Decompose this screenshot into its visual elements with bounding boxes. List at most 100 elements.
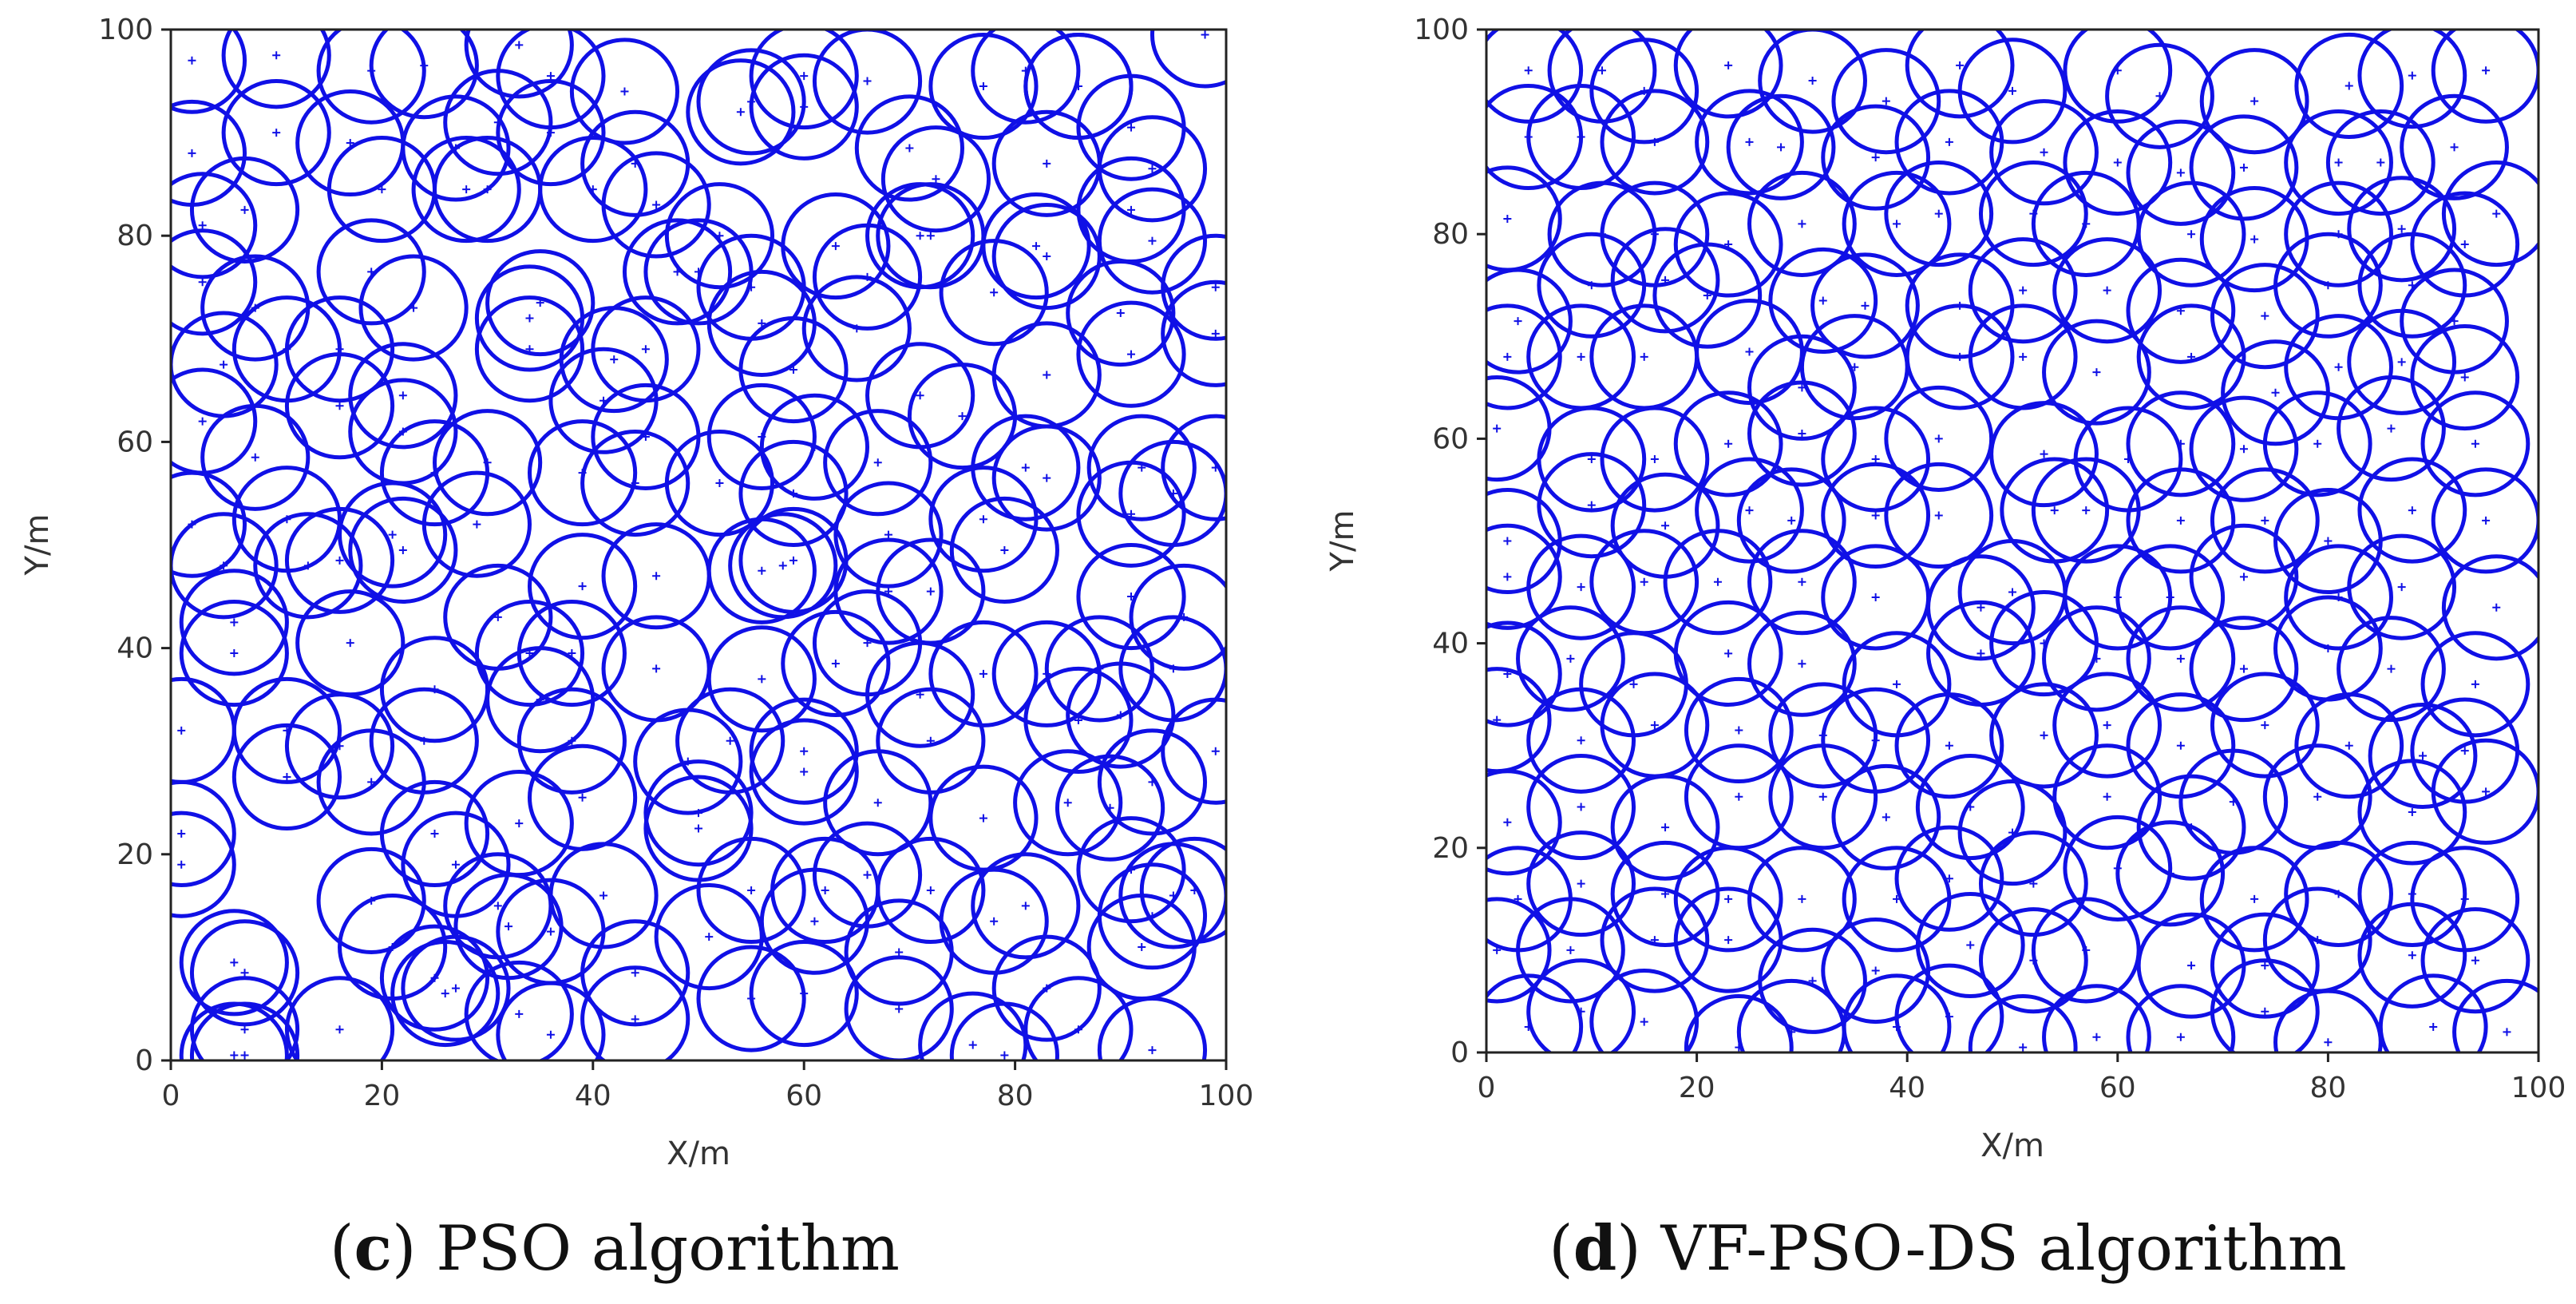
sensor-coverage-circle [1768, 682, 1878, 789]
sensor-coverage-circle [2063, 30, 2173, 124]
sensor-coverage-circle [1486, 620, 1562, 727]
sensor-center-marker [652, 664, 661, 673]
sensor-coverage-circle [231, 676, 342, 784]
sensor-coverage-circle [1978, 907, 2088, 1014]
sensor-center-marker [968, 1040, 977, 1049]
sensor-center-marker [515, 41, 524, 50]
panel-d-sensor-node [1673, 191, 1783, 298]
sensor-center-marker [2029, 879, 2038, 888]
panel-c-sensor-node [844, 898, 954, 1006]
sensor-center-marker [1566, 654, 1575, 663]
sensor-center-marker [1945, 1013, 1953, 1021]
sensor-coverage-circle [696, 48, 806, 156]
panel-c-x-tick-label: 0 [162, 1080, 180, 1112]
sensor-coverage-circle [1537, 406, 1647, 513]
panel-c-caption: (c) PSO algorithm [330, 1212, 900, 1285]
panel-d-sensor-node [1695, 457, 1804, 564]
sensor-center-marker [1148, 1046, 1157, 1055]
panel-c-sensor-node [949, 1001, 1059, 1060]
sensor-coverage-circle [2337, 616, 2446, 723]
panel-d-sensor-node [2262, 390, 2372, 497]
sensor-coverage-circle [401, 94, 511, 202]
sensor-coverage-circle [580, 919, 690, 1027]
panel-d-sensor-node [2126, 257, 2236, 364]
panel-c-sensor-node [171, 30, 247, 114]
sensor-coverage-circle [1023, 666, 1134, 775]
sensor-center-marker [926, 232, 935, 240]
sensor-coverage-circle [2063, 109, 2173, 216]
sensor-center-marker [2176, 741, 2185, 750]
panel-c-sensor-node [812, 30, 923, 135]
sensor-coverage-circle [1663, 529, 1773, 636]
panel-d-sensor-node [2210, 912, 2320, 1019]
sensor-coverage-circle [2441, 554, 2538, 661]
panel-c-sensor-node [358, 254, 469, 362]
sensor-coverage-circle [2136, 774, 2246, 881]
sensor-center-marker [1074, 82, 1082, 91]
sensor-center-marker [1640, 352, 1648, 361]
panel-d-sensor-node [1989, 99, 2099, 206]
sensor-coverage-circle [1076, 300, 1186, 408]
sensor-coverage-circle [1486, 897, 1552, 1004]
sensor-center-marker [2082, 220, 2091, 228]
sensor-coverage-circle [171, 228, 258, 336]
panel-c-sensor-node [1161, 233, 1226, 341]
sensor-coverage-circle [1747, 334, 1857, 441]
sensor-center-marker [2261, 961, 2269, 970]
sensor-coverage-circle [548, 842, 659, 949]
sensor-coverage-circle [1516, 605, 1625, 712]
sensor-center-marker [2261, 1007, 2269, 1016]
sensor-center-marker [2460, 373, 2469, 382]
sensor-center-marker [2324, 537, 2333, 545]
sensor-center-marker [1169, 891, 1177, 900]
sensor-center-marker [335, 345, 344, 354]
panel-d-sensor-node [1894, 963, 2004, 1052]
sensor-coverage-circle [1747, 529, 1857, 636]
panel-d-sensor-node [1747, 380, 1857, 487]
sensor-coverage-circle [2441, 161, 2538, 268]
sensor-center-marker [188, 56, 196, 65]
sensor-center-marker [2397, 224, 2406, 233]
sensor-coverage-circle [812, 30, 923, 135]
sensor-coverage-circle [1747, 846, 1857, 953]
panel-d-sensor-node [2063, 30, 2173, 124]
sensor-center-marker [1787, 1028, 1796, 1036]
panel-c-sensor-node [464, 30, 574, 99]
sensor-center-marker [1808, 77, 1817, 85]
panel-d-sensor-node [1736, 467, 1846, 574]
sensor-coverage-circle [421, 470, 532, 578]
panel-d-sensor-node [2189, 523, 2299, 630]
panel-c-sensor-node [876, 836, 986, 945]
sensor-center-marker [1650, 137, 1659, 146]
panel-c-sensor-node [971, 852, 1081, 960]
panel-d-sensor-node [1695, 89, 1804, 196]
sensor-coverage-circle [2347, 533, 2457, 640]
panel-d-y-tick-label: 80 [1432, 218, 1469, 251]
sensor-center-marker [1021, 463, 1030, 472]
sensor-center-marker [652, 572, 661, 581]
sensor-center-marker [2482, 787, 2491, 796]
sensor-coverage-circle [2105, 42, 2214, 149]
sensor-center-marker [230, 1051, 239, 1060]
panel-d-x-tick-label: 80 [2309, 1072, 2346, 1104]
sensor-coverage-circle [971, 852, 1081, 960]
sensor-center-marker [2103, 286, 2111, 295]
sensor-coverage-circle [749, 30, 859, 130]
panel-c-sensor-node [1066, 259, 1176, 367]
sensor-coverage-circle [2052, 672, 2162, 779]
sensor-center-marker [1871, 153, 1880, 162]
panel-c-sensor-node [284, 352, 395, 460]
sensor-coverage-circle [1821, 462, 1931, 569]
panel-d-sensor-node [2105, 42, 2214, 149]
sensor-center-marker [926, 587, 935, 596]
sensor-center-marker [863, 639, 872, 648]
sensor-center-marker [990, 288, 999, 297]
panel-d-caption: (d) VF-PSO-DS algorithm [1549, 1212, 2346, 1285]
panel-d-sensor-node [2210, 672, 2320, 779]
panel-d-sensor-node [2031, 897, 2141, 1004]
sensor-coverage-circle [833, 481, 944, 589]
sensor-center-marker [546, 72, 555, 81]
sensor-coverage-circle [2273, 232, 2383, 339]
sensor-center-marker [2419, 751, 2428, 760]
sensor-coverage-circle [2210, 958, 2320, 1052]
